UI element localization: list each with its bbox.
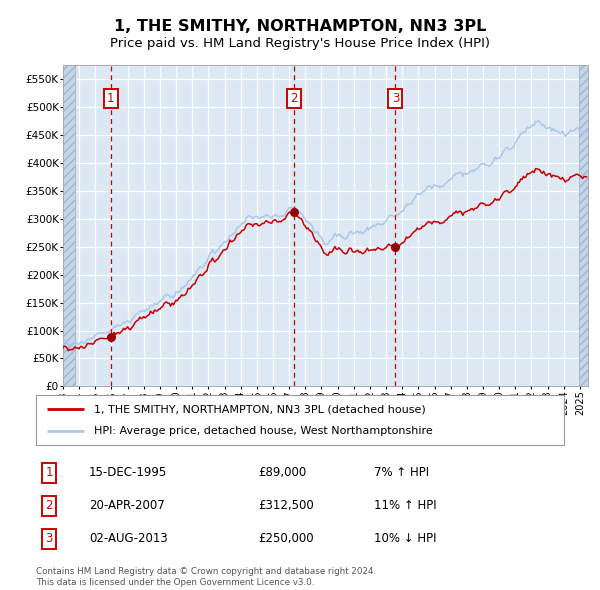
Text: £89,000: £89,000 (258, 466, 306, 480)
Text: 3: 3 (392, 92, 399, 105)
Text: 1, THE SMITHY, NORTHAMPTON, NN3 3PL (detached house): 1, THE SMITHY, NORTHAMPTON, NN3 3PL (det… (94, 404, 426, 414)
Text: 15-DEC-1995: 15-DEC-1995 (89, 466, 167, 480)
Bar (63, 65, 75, 386)
Bar (578, 65, 588, 386)
Text: £312,500: £312,500 (258, 499, 314, 513)
Text: Contains HM Land Registry data © Crown copyright and database right 2024.
This d: Contains HM Land Registry data © Crown c… (36, 566, 376, 588)
Text: 1, THE SMITHY, NORTHAMPTON, NN3 3PL: 1, THE SMITHY, NORTHAMPTON, NN3 3PL (114, 19, 486, 34)
Text: £250,000: £250,000 (258, 532, 313, 546)
FancyBboxPatch shape (36, 395, 564, 445)
Text: HPI: Average price, detached house, West Northamptonshire: HPI: Average price, detached house, West… (94, 427, 433, 437)
Text: 11% ↑ HPI: 11% ↑ HPI (374, 499, 437, 513)
Text: 2: 2 (290, 92, 298, 105)
Text: 3: 3 (46, 532, 53, 546)
Text: 20-APR-2007: 20-APR-2007 (89, 499, 164, 513)
Text: Price paid vs. HM Land Registry's House Price Index (HPI): Price paid vs. HM Land Registry's House … (110, 37, 490, 50)
Text: 2: 2 (46, 499, 53, 513)
Text: 7% ↑ HPI: 7% ↑ HPI (374, 466, 429, 480)
Text: 1: 1 (107, 92, 115, 105)
Text: 1: 1 (46, 466, 53, 480)
Text: 10% ↓ HPI: 10% ↓ HPI (374, 532, 436, 546)
Text: 02-AUG-2013: 02-AUG-2013 (89, 532, 167, 546)
